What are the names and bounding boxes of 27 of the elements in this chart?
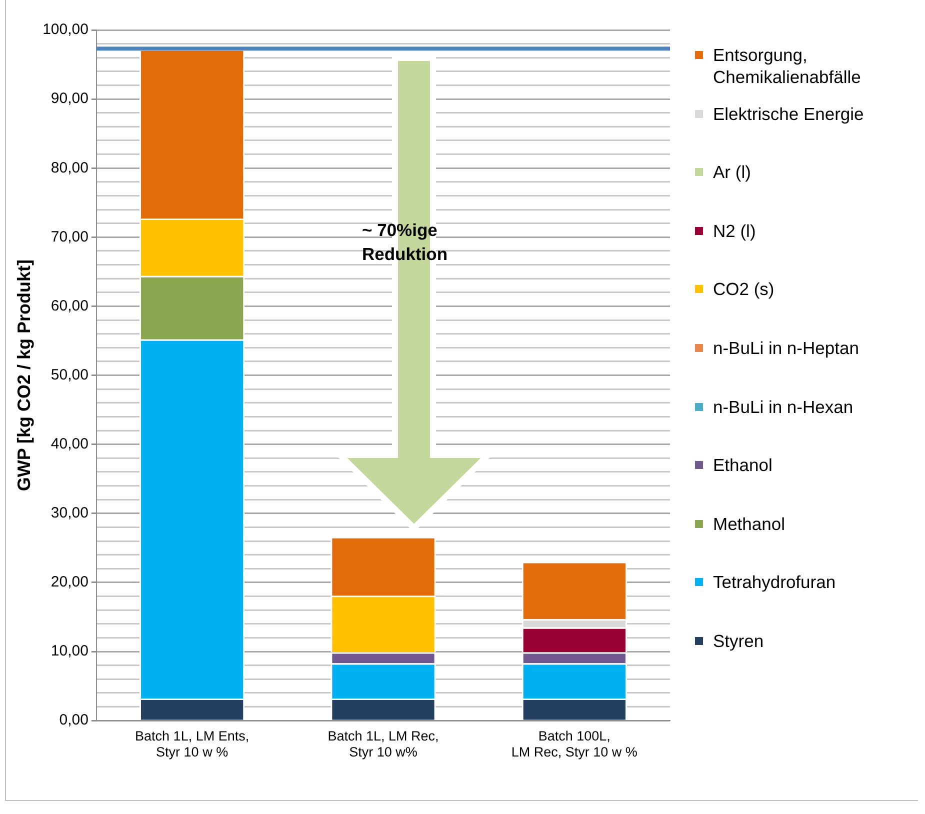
legend-label: n-BuLi in n-Hexan [713, 396, 854, 418]
annotation: ~ 70%ige Reduktion [362, 219, 449, 266]
y-tick-label: 70,00 [50, 228, 88, 246]
x-tick-label: Batch 1L, LM Rec, Styr 10 w% [328, 728, 439, 760]
y-tick-label: 40,00 [50, 436, 88, 452]
legend-label: N2 (l) [713, 220, 756, 242]
y-tick-label: 80,00 [50, 159, 88, 176]
legend-label: Ethanol [713, 454, 772, 476]
y-tick-label: 100,00 [42, 21, 88, 38]
legend-label: Ar (l) [713, 161, 751, 184]
legend-label: Styren [713, 630, 764, 652]
y-tick-label: 60,00 [50, 297, 88, 314]
y-tick-label: 20,00 [50, 574, 88, 591]
legend-label: Elektrische Energie [713, 102, 864, 125]
y-tick-label: 10,00 [50, 642, 88, 660]
y-axis-title: GWP [kg CO2 / kg Produkt] [14, 259, 34, 492]
legend-label: Entsorgung, Chemikalienabfälle [713, 44, 862, 88]
legend-label: n-BuLi in n-Heptan [713, 337, 859, 359]
legend-label: Methanol [713, 512, 785, 535]
y-tick-label: 90,00 [50, 90, 88, 108]
y-tick-label: 0,00 [59, 712, 88, 729]
legend-label: Tetrahydrofuran [713, 571, 836, 594]
y-tick-label: 50,00 [50, 366, 88, 384]
x-tick-label: Batch 100L, LM Rec, Styr 10 w % [511, 728, 638, 760]
x-tick-label: Batch 1L, LM Ents, Styr 10 w % [135, 728, 250, 760]
legend-label: CO2 (s) [713, 278, 774, 300]
y-tick-label: 30,00 [50, 504, 88, 522]
